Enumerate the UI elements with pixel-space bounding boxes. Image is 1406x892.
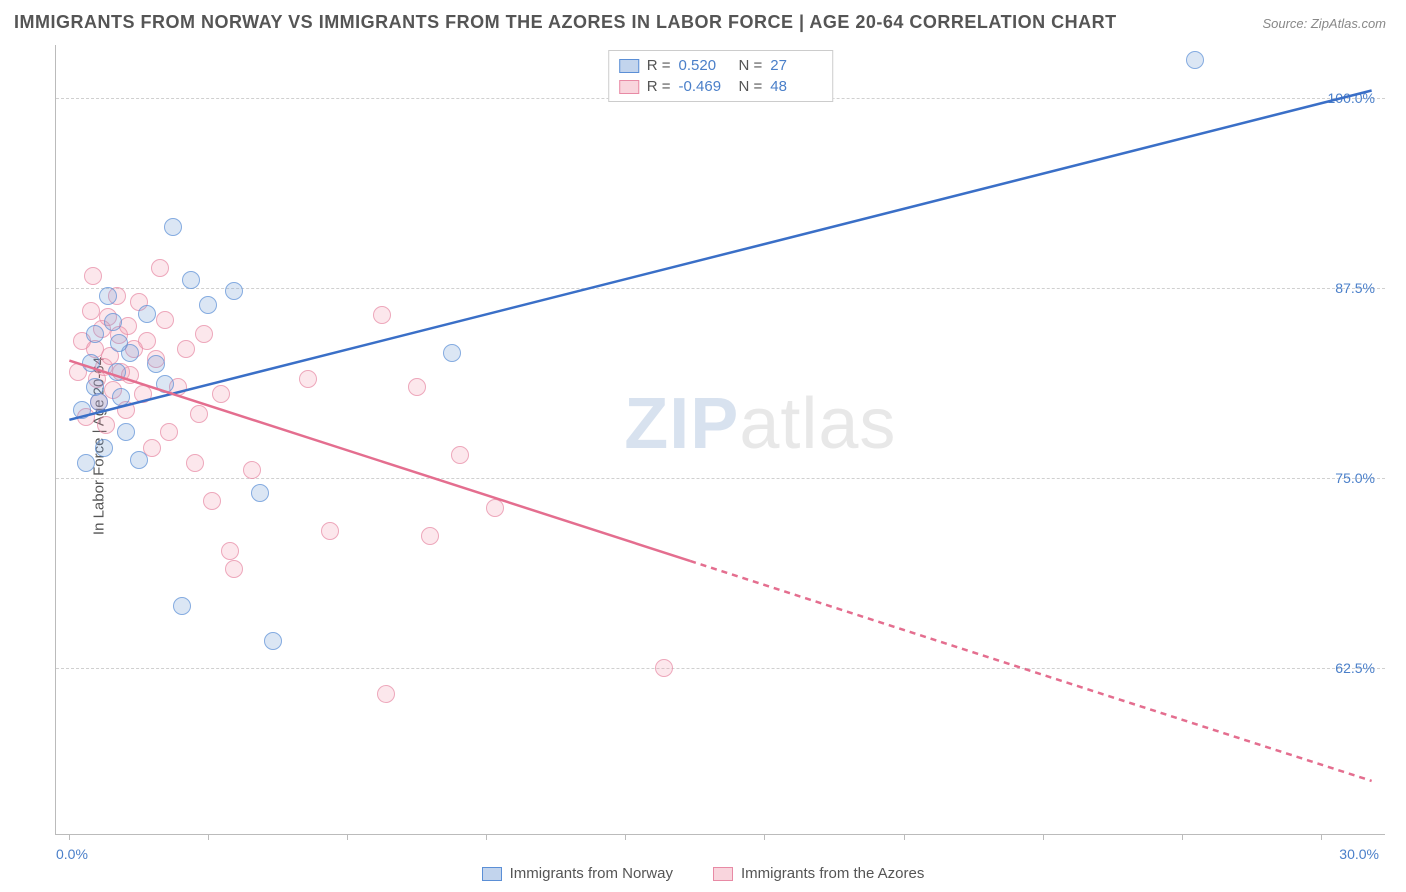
chart-title: IMMIGRANTS FROM NORWAY VS IMMIGRANTS FRO… [14, 12, 1117, 33]
data-point [225, 560, 243, 578]
data-point [156, 311, 174, 329]
data-point [177, 340, 195, 358]
data-point [130, 451, 148, 469]
data-point [299, 370, 317, 388]
data-point [117, 423, 135, 441]
source-attribution: Source: ZipAtlas.com [1262, 16, 1386, 31]
x-tick [904, 834, 905, 840]
x-tick [1321, 834, 1322, 840]
data-point [112, 388, 130, 406]
stats-row-azores: R = -0.469 N = 48 [619, 76, 823, 97]
swatch-blue-icon [482, 867, 502, 881]
data-point [486, 499, 504, 517]
data-point [182, 271, 200, 289]
data-point [421, 527, 439, 545]
stats-legend: R = 0.520 N = 27 R = -0.469 N = 48 [608, 50, 834, 102]
data-point [199, 296, 217, 314]
data-point [225, 282, 243, 300]
watermark: ZIPatlas [624, 383, 896, 465]
data-point [190, 405, 208, 423]
data-point [377, 685, 395, 703]
bottom-legend: Immigrants from Norway Immigrants from t… [0, 865, 1406, 882]
legend-label-azores: Immigrants from the Azores [741, 865, 924, 882]
x-tick [1043, 834, 1044, 840]
data-point [195, 325, 213, 343]
data-point [138, 305, 156, 323]
data-point [86, 325, 104, 343]
y-tick-label: 100.0% [1328, 90, 1375, 106]
data-point [186, 454, 204, 472]
data-point [82, 302, 100, 320]
data-point [164, 218, 182, 236]
r-label: R = [647, 76, 671, 97]
data-point [373, 306, 391, 324]
data-point [443, 344, 461, 362]
x-tick [208, 834, 209, 840]
azores-r-value: -0.469 [679, 76, 731, 97]
data-point [134, 385, 152, 403]
data-point [97, 416, 115, 434]
data-point [173, 597, 191, 615]
data-point [160, 423, 178, 441]
data-point [84, 267, 102, 285]
data-point [264, 632, 282, 650]
data-point [104, 313, 122, 331]
swatch-pink-icon [713, 867, 733, 881]
norway-n-value: 27 [770, 55, 822, 76]
data-point [99, 287, 117, 305]
data-point [212, 385, 230, 403]
swatch-blue-icon [619, 59, 639, 73]
plot-area: ZIPatlas 62.5% 75.0% 87.5% 100.0% R = 0.520… [55, 45, 1385, 835]
gridline [56, 288, 1385, 289]
y-tick-label: 87.5% [1335, 280, 1375, 296]
x-tick [486, 834, 487, 840]
gridline [56, 668, 1385, 669]
data-point [108, 363, 126, 381]
data-point [408, 378, 426, 396]
data-point [251, 484, 269, 502]
swatch-pink-icon [619, 80, 639, 94]
n-label: N = [739, 76, 763, 97]
x-tick [69, 834, 70, 840]
legend-item-azores: Immigrants from the Azores [713, 865, 924, 882]
stats-row-norway: R = 0.520 N = 27 [619, 55, 823, 76]
x-tick [625, 834, 626, 840]
norway-r-value: 0.520 [679, 55, 731, 76]
data-point [203, 492, 221, 510]
legend-label-norway: Immigrants from Norway [510, 865, 673, 882]
data-point [451, 446, 469, 464]
data-point [73, 401, 91, 419]
azores-n-value: 48 [770, 76, 822, 97]
x-min-label: 0.0% [56, 846, 88, 862]
data-point [147, 355, 165, 373]
x-tick [764, 834, 765, 840]
data-point [655, 659, 673, 677]
r-label: R = [647, 55, 671, 76]
data-point [138, 332, 156, 350]
data-point [86, 378, 104, 396]
y-tick-label: 62.5% [1335, 660, 1375, 676]
data-point [1186, 51, 1204, 69]
n-label: N = [739, 55, 763, 76]
x-tick [347, 834, 348, 840]
data-point [110, 334, 128, 352]
legend-item-norway: Immigrants from Norway [482, 865, 673, 882]
data-point [77, 454, 95, 472]
data-point [321, 522, 339, 540]
data-point [156, 375, 174, 393]
x-tick [1182, 834, 1183, 840]
data-point [95, 439, 113, 457]
data-point [243, 461, 261, 479]
data-point [221, 542, 239, 560]
data-point [82, 354, 100, 372]
x-max-label: 30.0% [1339, 846, 1379, 862]
y-tick-label: 75.0% [1335, 470, 1375, 486]
data-point [151, 259, 169, 277]
